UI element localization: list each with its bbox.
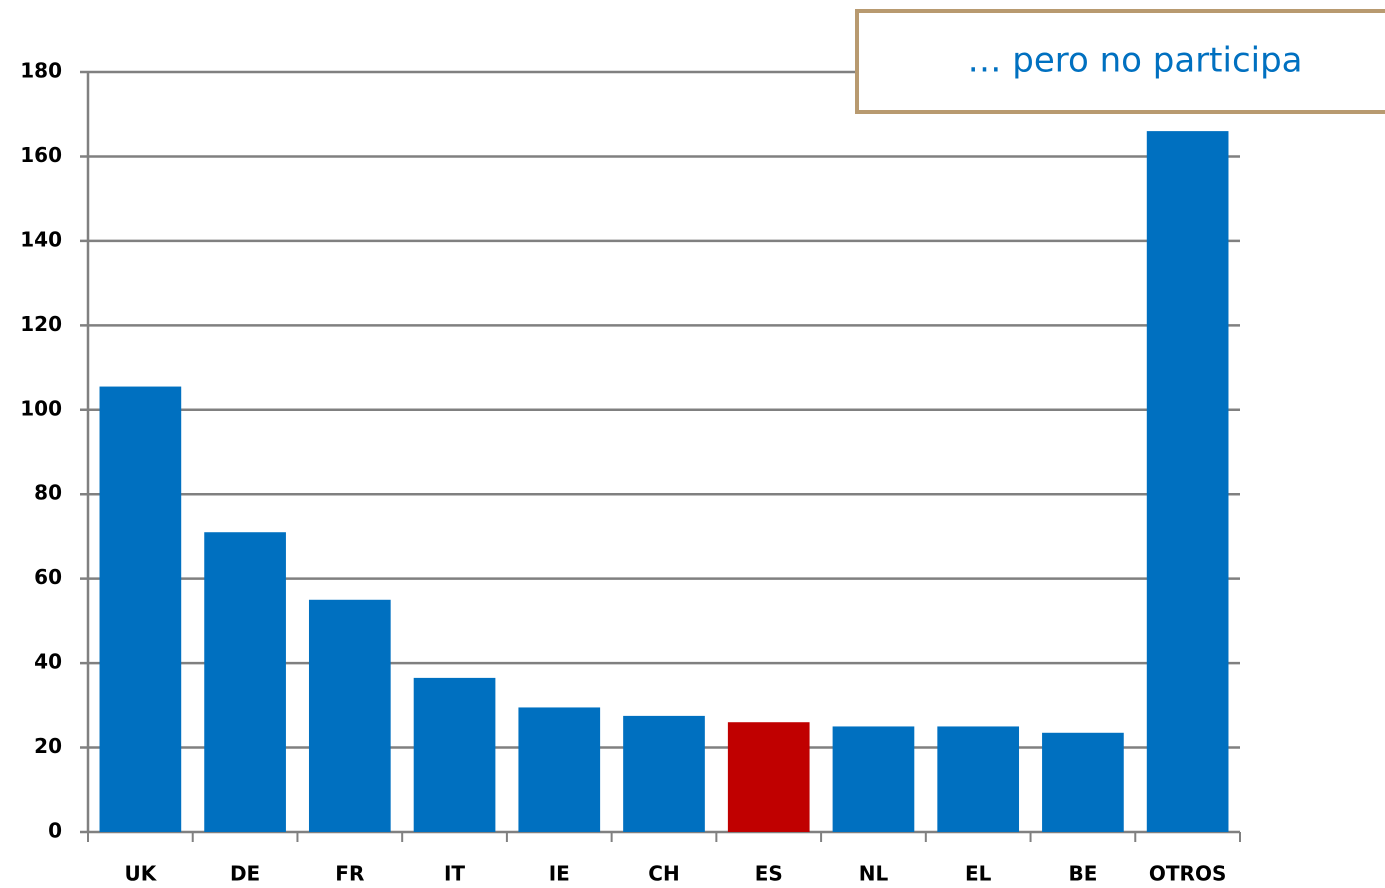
- x-tick-label: FR: [335, 862, 364, 886]
- y-tick-label: 180: [20, 59, 62, 83]
- bar: [937, 726, 1020, 832]
- labels: 0 20 40 60 80 100 120 140 160 180 UK DE FR IT IE CH ES NL…: [20, 59, 1226, 886]
- bar: [99, 386, 182, 832]
- x-tick-label: OTROS: [1149, 862, 1226, 886]
- x-tick-label: IE: [549, 862, 570, 886]
- y-tick-label: 60: [34, 565, 62, 589]
- x-tick-label: IT: [444, 862, 465, 886]
- bars: [99, 131, 1229, 833]
- x-tick-label: UK: [124, 862, 157, 886]
- x-tick-label: DE: [230, 862, 260, 886]
- x-tick-label: BE: [1068, 862, 1097, 886]
- annotation-box: [855, 9, 1385, 114]
- x-tick-label: EL: [965, 862, 992, 886]
- annotation: … pero no participa: [967, 41, 1302, 81]
- bar: [727, 722, 810, 832]
- bar: [413, 677, 496, 832]
- bar: [204, 532, 286, 832]
- bar: [1042, 732, 1124, 832]
- y-tick-label: 40: [34, 650, 62, 674]
- x-tick-label: CH: [648, 862, 679, 886]
- y-tick-label: 160: [20, 143, 62, 167]
- bar: [518, 707, 601, 832]
- bar: [832, 726, 915, 832]
- y-tick-label: 120: [20, 312, 62, 336]
- x-tick-label: ES: [755, 862, 783, 886]
- bar: [623, 715, 705, 832]
- bar: [1146, 131, 1229, 833]
- y-tick-label: 140: [20, 227, 62, 251]
- y-tick-label: 100: [20, 396, 62, 420]
- y-tick-label: 80: [34, 481, 62, 505]
- x-tick-label: NL: [859, 862, 889, 886]
- bar: [308, 599, 391, 832]
- y-tick-label: 20: [34, 734, 62, 758]
- y-tick-label: 0: [48, 819, 62, 843]
